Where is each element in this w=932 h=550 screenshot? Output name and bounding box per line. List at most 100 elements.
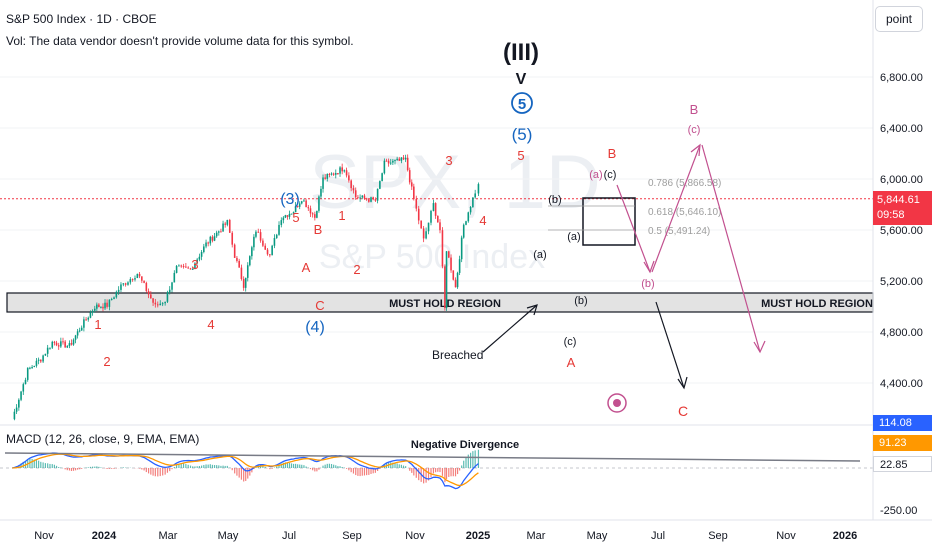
candle-body: [432, 203, 435, 211]
candle-body: [474, 193, 476, 198]
candle-body: [408, 170, 411, 183]
candle-body: [13, 411, 16, 420]
candle-body: [400, 157, 403, 161]
candle-body: [376, 188, 379, 201]
candle-body: [156, 304, 159, 306]
candle-body: [207, 242, 209, 244]
svg-text:4: 4: [207, 317, 214, 332]
divergence-label: Negative Divergence: [411, 439, 519, 451]
candle-body: [57, 345, 60, 347]
candle-body: [318, 196, 320, 211]
events-icon[interactable]: [607, 393, 627, 413]
breached-label: Breached: [432, 348, 483, 362]
candle-body: [220, 231, 222, 233]
candle-body: [316, 210, 318, 218]
candle-body: [452, 270, 455, 280]
x-tick-label: May: [218, 530, 239, 542]
candle-body: [198, 256, 201, 260]
x-tick-label: Jul: [651, 530, 665, 542]
candle-body: [203, 246, 205, 252]
candle-body: [326, 173, 329, 179]
candle-body: [51, 341, 54, 348]
svg-text:(3): (3): [280, 191, 300, 208]
candle-body: [143, 280, 145, 283]
svg-text:3: 3: [445, 153, 452, 168]
candle-body: [60, 341, 62, 347]
candle-body: [328, 173, 331, 175]
candle-body: [286, 215, 289, 217]
candle-body: [211, 236, 214, 241]
y-tick-label: 6,000.00: [880, 174, 923, 186]
signal-value-tag: 91.23: [873, 435, 932, 451]
candle-body: [173, 272, 176, 283]
svg-text:(4): (4): [305, 319, 325, 336]
watermark-symbol: SPX, 1D: [309, 140, 600, 225]
svg-text:(a): (a): [567, 231, 580, 243]
scale-mode-button[interactable]: point: [875, 6, 923, 32]
candle-body: [454, 279, 457, 288]
candle-body: [469, 207, 472, 213]
candle-body: [226, 219, 229, 225]
svg-text:(III): (III): [503, 39, 539, 66]
candle-body: [244, 277, 247, 288]
svg-text:B: B: [314, 222, 323, 237]
candle-body: [314, 214, 316, 218]
candle-body: [145, 282, 148, 292]
fib-level-label: 0.786 (5,866.58): [648, 178, 721, 189]
candle-body: [134, 278, 136, 280]
fib-target-box: [582, 197, 636, 246]
y-tick-label: 5,600.00: [880, 225, 923, 237]
candle-body: [262, 240, 264, 246]
candle-body: [392, 160, 394, 163]
candle-body: [420, 220, 422, 229]
candle-body: [350, 180, 352, 189]
candle-body: [394, 159, 396, 161]
candle-body: [345, 170, 348, 176]
candle-body: [64, 341, 66, 348]
divergence-line: [4, 452, 861, 462]
candle-body: [22, 384, 25, 392]
x-tick-label: 2024: [92, 530, 117, 542]
candle-body: [33, 365, 36, 367]
svg-text:C: C: [315, 298, 324, 313]
last-price-tag: 5,844.61 09:58: [873, 191, 932, 225]
candle-body: [233, 244, 236, 258]
candle-body: [292, 212, 295, 214]
candle-body: [98, 304, 100, 308]
svg-text:5: 5: [292, 210, 299, 225]
candle-body: [307, 207, 310, 209]
candle-body: [462, 224, 465, 238]
candle-body: [78, 330, 81, 332]
candle-body: [168, 289, 171, 293]
candle-body: [379, 181, 381, 189]
x-tick-label: Mar: [159, 530, 178, 542]
wave-labels: 1 2 3 4 5 (3) B A C (4) 1 2 3 4 5 (5) (I…: [94, 39, 700, 419]
candle-body: [106, 302, 108, 307]
svg-text:(a): (a): [589, 169, 602, 181]
candle-body: [361, 195, 364, 198]
candle-body: [29, 367, 31, 369]
candle-body: [374, 199, 377, 201]
x-tick-label: May: [587, 530, 608, 542]
svg-text:C: C: [678, 403, 688, 419]
candle-body: [96, 304, 98, 309]
candle-body: [430, 210, 432, 223]
svg-text:5: 5: [518, 96, 526, 113]
candle-body: [42, 355, 44, 362]
wave-5-circle: 5: [511, 92, 533, 114]
candle-body: [422, 228, 425, 239]
candle-body: [441, 230, 444, 267]
price-grid: [0, 76, 873, 384]
candle-body: [406, 157, 409, 171]
candle-body: [236, 257, 238, 261]
candle-body: [46, 347, 49, 354]
candle-body: [477, 184, 480, 194]
candle-body: [300, 201, 303, 204]
candle-body: [93, 308, 96, 311]
time-axis: Nov 2024 Mar May Jul Sep Nov 2025 Mar May Jul Sep No…: [34, 530, 857, 542]
bar-countdown: 09:58: [877, 209, 905, 221]
candle-body: [363, 195, 366, 199]
candle-body: [273, 238, 276, 246]
candle-body: [324, 177, 326, 179]
